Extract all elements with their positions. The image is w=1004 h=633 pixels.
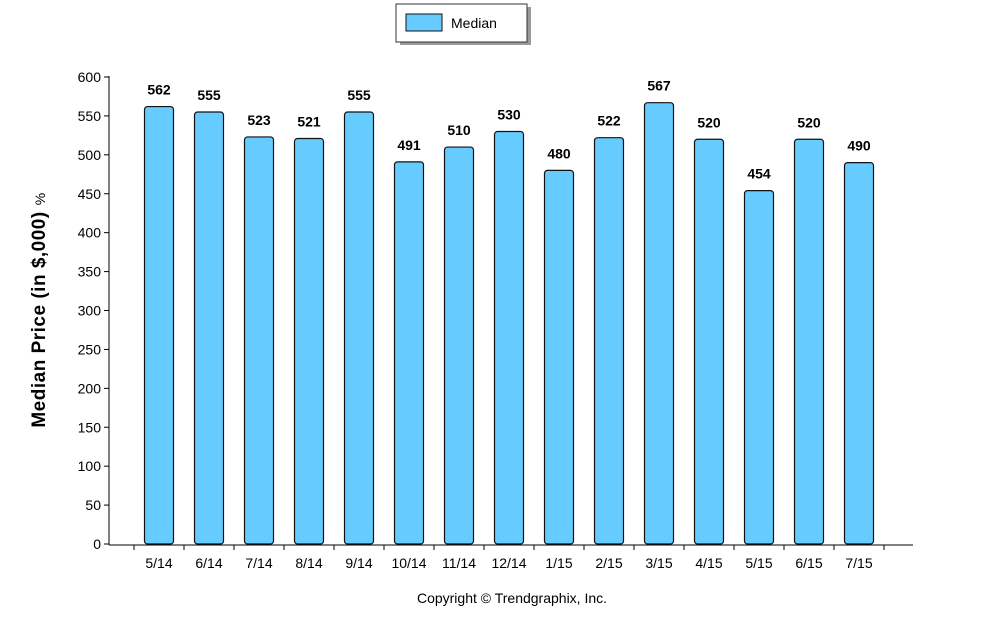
data-label-7-15: 490 <box>847 138 871 154</box>
x-tick-label-4-15: 4/15 <box>695 555 722 571</box>
y-tick-label: 0 <box>93 536 101 552</box>
data-label-3-15: 567 <box>647 78 671 94</box>
bar-10-14 <box>393 161 425 545</box>
bar-5-14 <box>143 105 175 545</box>
data-label-8-14: 521 <box>297 113 321 129</box>
data-label-12-14: 530 <box>497 106 521 122</box>
y-tick-label: 150 <box>78 419 102 435</box>
data-label-5-15: 454 <box>747 166 771 182</box>
bar-3-15 <box>643 102 675 545</box>
legend-label-median: Median <box>451 15 497 31</box>
y-tick-label: 250 <box>78 341 102 357</box>
copyright-credit: Copyright © Trendgraphix, Inc. <box>417 590 607 606</box>
x-tick-label-7-14: 7/14 <box>245 555 272 571</box>
x-tick-label-2-15: 2/15 <box>595 555 622 571</box>
bar-11-14 <box>443 146 475 545</box>
y-axis-label: Median Price (in $,000) <box>29 211 50 427</box>
y-axis-unit: % <box>32 192 48 205</box>
data-label-9-14: 555 <box>347 87 371 103</box>
y-tick-label: 550 <box>78 108 102 124</box>
data-labels: 562 555 523 521 555 491 510 530 480 522 567 520 454 5… <box>147 78 871 182</box>
bar-4-15 <box>693 138 725 545</box>
x-axis-ticks: 5/14 6/14 7/14 8/14 9/14 10/14 11/14 12/14 1/15 2… <box>133 545 885 571</box>
x-tick-label-1-15: 1/15 <box>545 555 572 571</box>
data-label-4-15: 520 <box>697 114 721 130</box>
bar-7-15 <box>843 162 875 545</box>
y-tick-label: 600 <box>78 69 102 85</box>
x-tick-label-9-14: 9/14 <box>345 555 372 571</box>
bar-12-14 <box>493 130 525 545</box>
bar-5-15 <box>743 190 775 545</box>
x-tick-label-12-14: 12/14 <box>491 555 526 571</box>
y-tick-label: 100 <box>78 458 102 474</box>
data-label-6-15: 520 <box>797 114 821 130</box>
bar-6-14 <box>193 111 225 545</box>
x-tick-label-6-15: 6/15 <box>795 555 822 571</box>
y-axis-ticks: 0 50 100 150 200 250 300 350 400 450 500 550 600 <box>78 69 109 552</box>
y-tick-label: 450 <box>78 186 102 202</box>
data-label-1-15: 480 <box>547 145 571 161</box>
y-tick-label: 300 <box>78 303 102 319</box>
x-tick-label-3-15: 3/15 <box>645 555 672 571</box>
bar-series-median <box>143 102 875 545</box>
x-tick-label-8-14: 8/14 <box>295 555 322 571</box>
bar-2-15 <box>593 137 625 545</box>
legend-swatch-median <box>405 13 443 32</box>
bar-7-14 <box>243 136 275 545</box>
bar-9-14 <box>343 111 375 545</box>
data-label-6-14: 555 <box>197 87 221 103</box>
x-tick-label-11-14: 11/14 <box>442 555 476 571</box>
x-tick-label-7-15: 7/15 <box>845 555 872 571</box>
y-tick-label: 350 <box>78 264 102 280</box>
legend: Median <box>395 3 531 45</box>
data-label-5-14: 562 <box>147 82 171 98</box>
y-tick-label: 400 <box>78 225 102 241</box>
data-label-10-14: 491 <box>397 137 421 153</box>
y-tick-label: 50 <box>85 497 101 513</box>
data-label-7-14: 523 <box>247 112 271 128</box>
x-tick-label-5-14: 5/14 <box>145 555 172 571</box>
y-axis-title: Median Price (in $,000)% <box>29 192 50 427</box>
y-tick-label: 200 <box>78 380 102 396</box>
x-tick-label-6-14: 6/14 <box>195 555 222 571</box>
x-tick-label-5-15: 5/15 <box>745 555 772 571</box>
bar-1-15 <box>543 169 575 545</box>
x-tick-label-10-14: 10/14 <box>391 555 426 571</box>
data-label-2-15: 522 <box>597 113 621 129</box>
y-tick-label: 500 <box>78 147 102 163</box>
data-label-11-14: 510 <box>447 122 471 138</box>
bar-8-14 <box>293 137 325 545</box>
bar-6-15 <box>793 138 825 545</box>
